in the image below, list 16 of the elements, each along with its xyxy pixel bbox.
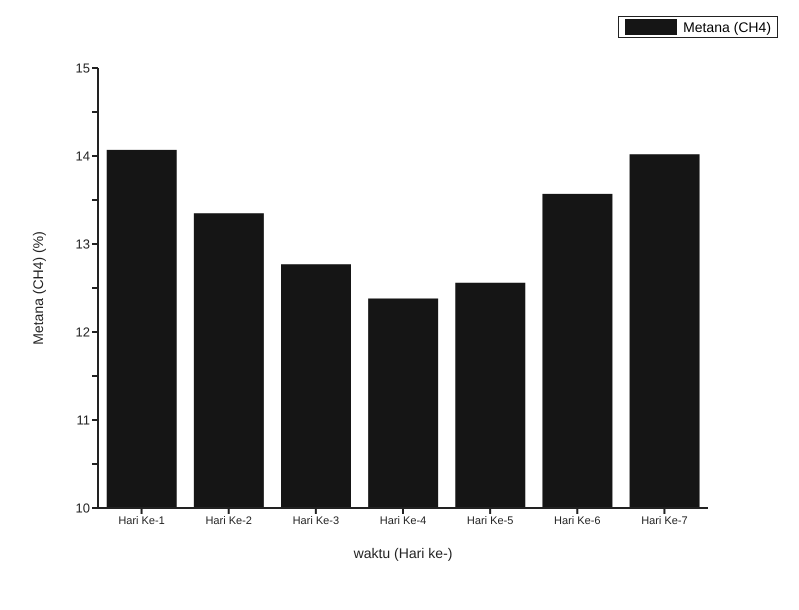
y-tick-label: 10 — [76, 500, 90, 516]
x-tick-label: Hari Ke-2 — [205, 514, 252, 527]
y-tick-label: 14 — [76, 148, 90, 164]
x-tick-label: Hari Ke-4 — [380, 514, 426, 527]
legend-label: Metana (CH4) — [683, 19, 771, 35]
x-axis-title: waktu (Hari ke-) — [352, 545, 452, 561]
y-tick-label: 12 — [76, 324, 90, 340]
x-tick-label: Hari Ke-5 — [466, 514, 514, 527]
y-tick-label: 15 — [76, 60, 90, 76]
x-tick-label: Hari Ke-1 — [118, 514, 165, 527]
x-tick-label: Hari Ke-7 — [641, 514, 688, 527]
y-axis-title: Metana (CH4) (%) — [30, 231, 46, 345]
y-tick-label: 13 — [76, 236, 90, 252]
x-tick-label: Hari Ke-3 — [292, 514, 340, 527]
x-tick-label: Hari Ke-6 — [554, 514, 601, 527]
y-tick-label: 11 — [76, 412, 90, 428]
